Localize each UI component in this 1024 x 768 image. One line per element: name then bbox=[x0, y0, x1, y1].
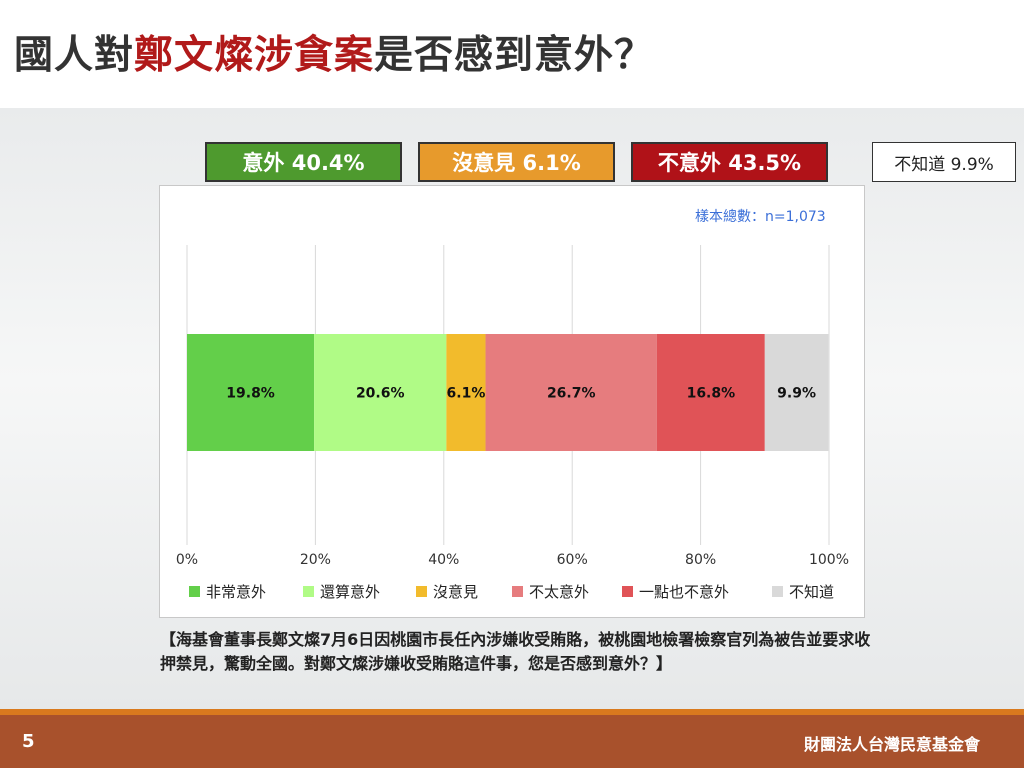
x-tick-label: 100% bbox=[809, 552, 849, 568]
data-label: 19.8% bbox=[226, 386, 275, 402]
survey-question: 【海基會董事長鄭文燦7月6日因桃園市長任內涉嫌收受賄賂，被桃園地檢署檢察官列為被… bbox=[160, 630, 871, 673]
legend-swatch bbox=[622, 586, 633, 597]
bar-segments bbox=[187, 334, 829, 451]
x-tick-label: 60% bbox=[557, 552, 588, 568]
page-number: 5 bbox=[22, 731, 35, 752]
x-tick-label: 80% bbox=[685, 552, 716, 568]
legend-label: 還算意外 bbox=[320, 583, 381, 601]
bar-segment bbox=[314, 334, 447, 451]
legend-swatch bbox=[303, 586, 314, 597]
legend-very-surprised: 非常意外 bbox=[189, 581, 266, 602]
legend-label: 不太意外 bbox=[529, 583, 590, 601]
legend-label: 一點也不意外 bbox=[639, 583, 730, 601]
legend-no-opinion: 沒意見 bbox=[416, 581, 478, 602]
summary-no-opinion: 沒意見 6.1% bbox=[418, 142, 615, 182]
legend-label: 非常意外 bbox=[206, 583, 267, 601]
title-suffix: 是否感到意外？ bbox=[374, 33, 655, 78]
data-label: 16.8% bbox=[687, 386, 736, 402]
legend-dont-know: 不知道 bbox=[772, 581, 834, 602]
data-label: 9.9% bbox=[777, 386, 816, 402]
data-label: 6.1% bbox=[447, 386, 486, 402]
title-prefix: 國人對 bbox=[14, 33, 135, 78]
x-tick-label: 20% bbox=[300, 552, 331, 568]
x-tick-label: 40% bbox=[428, 552, 459, 568]
summary-not-surprised-label: 不意外 43.5% bbox=[657, 151, 802, 175]
page-title: 國人對鄭文燦涉貪案是否感到意外？ bbox=[14, 24, 654, 80]
legend-swatch bbox=[189, 586, 200, 597]
bar-segment bbox=[764, 334, 829, 451]
summary-no-opinion-label: 沒意見 6.1% bbox=[452, 151, 581, 175]
x-tick-labels: 0% 20% 40% 60% 80% 100% bbox=[176, 552, 849, 568]
legend-not-very-surprised: 不太意外 bbox=[512, 581, 589, 602]
footer-bar bbox=[0, 715, 1024, 768]
bar-segment bbox=[485, 334, 657, 451]
bar-segment bbox=[446, 334, 486, 451]
legend-label: 不知道 bbox=[789, 583, 835, 601]
legend-swatch bbox=[416, 586, 427, 597]
data-label: 20.6% bbox=[356, 386, 405, 402]
organization-name: 財團法人台灣民意基金會 bbox=[804, 735, 981, 754]
title-highlight: 鄭文燦涉貪案 bbox=[134, 33, 375, 78]
footer-accent-stripe bbox=[0, 709, 1024, 715]
x-tick-label: 0% bbox=[176, 552, 198, 568]
legend-swatch bbox=[512, 586, 523, 597]
summary-not-surprised: 不意外 43.5% bbox=[631, 142, 828, 182]
legend-label: 沒意見 bbox=[433, 583, 479, 601]
bar-segment bbox=[656, 334, 765, 451]
data-label: 26.7% bbox=[547, 386, 596, 402]
legend-somewhat-surprised: 還算意外 bbox=[303, 581, 380, 602]
bar-segment bbox=[187, 334, 315, 451]
legend-swatch bbox=[772, 586, 783, 597]
sample-size: 樣本總數：n=1,073 bbox=[695, 209, 826, 225]
legend-not-surprised-at-all: 一點也不意外 bbox=[622, 581, 729, 602]
segment-labels: 19.8% 20.6% 6.1% 26.7% 16.8% 9.9% bbox=[226, 386, 816, 402]
summary-dont-know-label: 不知道 9.9% bbox=[894, 154, 994, 175]
summary-surprised-label: 意外 40.4% bbox=[242, 151, 365, 175]
summary-surprised: 意外 40.4% bbox=[205, 142, 402, 182]
summary-dont-know: 不知道 9.9% bbox=[872, 142, 1016, 182]
